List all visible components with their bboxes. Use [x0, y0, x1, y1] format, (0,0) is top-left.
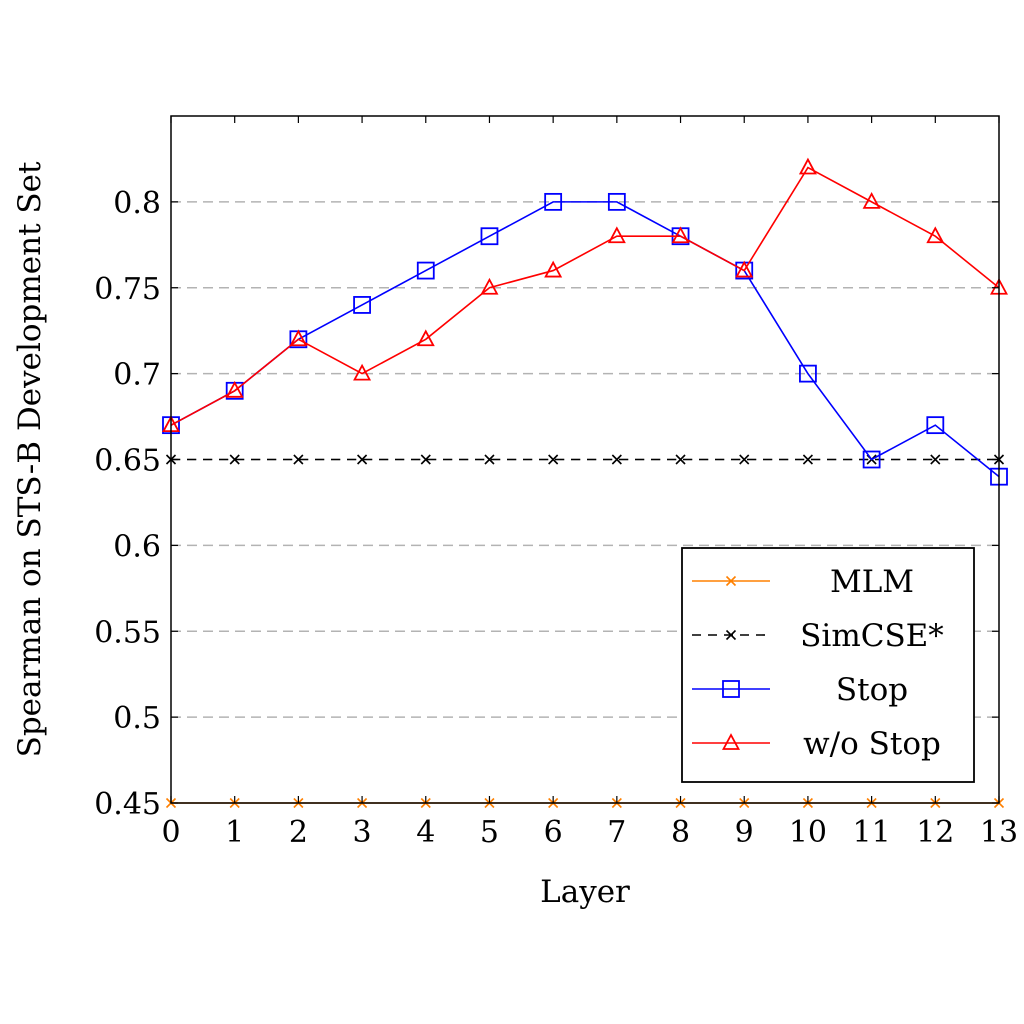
simcse-point [548, 454, 559, 465]
y-tick-label: 0.55 [94, 615, 161, 650]
simcse-point [739, 454, 750, 465]
simcse-point [484, 454, 495, 465]
x-tick-label: 10 [789, 815, 827, 850]
stop-point [480, 227, 499, 246]
stop-point [353, 296, 371, 314]
stop-point [926, 416, 945, 435]
x-tick-label: 13 [980, 815, 1018, 850]
simcse-point [930, 454, 941, 465]
simcse-point [357, 454, 368, 465]
stop-point [799, 364, 817, 383]
w-o-stop-point [862, 191, 881, 209]
w-o-stop-point [671, 226, 690, 244]
stop-point [862, 450, 881, 469]
y-tick-label: 0.65 [94, 444, 161, 479]
stop-point [544, 192, 563, 211]
simcse-point [293, 454, 304, 465]
simcse-point [611, 454, 622, 465]
legend-label-stop: Stop [836, 672, 908, 708]
legend-w-o-stop-point [721, 733, 741, 750]
y-tick-label: 0.7 [113, 358, 161, 393]
stop-line [170, 201, 1000, 478]
x-tick-label: 1 [225, 815, 244, 850]
stop-point [607, 192, 626, 211]
y-tick-label: 0.45 [94, 787, 161, 822]
series-w-o-stop [161, 157, 1009, 433]
legend: MLM SimCSE* Stop w/o Stop [681, 547, 975, 783]
w-o-stop-point [926, 226, 945, 244]
simcse-point [675, 454, 686, 465]
w-o-stop-point [289, 329, 308, 347]
y-tick-label: 0.75 [94, 272, 161, 307]
series-stop [162, 192, 1008, 486]
x-tick-label: 8 [671, 815, 690, 850]
w-o-stop-point [544, 260, 563, 278]
stop-point [416, 261, 435, 280]
y-tick-label: 0.5 [113, 701, 161, 736]
w-o-stop-line [170, 166, 1000, 426]
simcse-point [802, 454, 813, 465]
w-o-stop-point [480, 277, 499, 295]
legend-label-simcse: SimCSE* [800, 618, 944, 654]
x-tick-label: 11 [853, 815, 891, 850]
w-o-stop-point [225, 380, 244, 398]
x-tick-label: 6 [544, 815, 563, 850]
y-axis-title: Spearman on STS-B Development Set [12, 161, 48, 757]
x-axis-title: Layer [540, 874, 630, 910]
w-o-stop-point [798, 157, 817, 175]
x-tick-label: 4 [416, 815, 435, 850]
y-tick-label: 0.8 [113, 186, 161, 221]
axis-ticks: 0 1 2 3 4 5 6 7 8 9 10 11 12 130.450.50.550.60.650.70… [94, 116, 1018, 850]
legend-stop-point [722, 680, 740, 698]
w-o-stop-point [735, 260, 754, 278]
x-tick-label: 9 [735, 815, 754, 850]
legend-label-w-o-stop: w/o Stop [803, 726, 941, 762]
x-tick-label: 5 [480, 815, 499, 850]
x-tick-label: 3 [353, 815, 372, 850]
legend-mlm-point [725, 575, 737, 587]
x-tick-label: 12 [916, 815, 954, 850]
y-tick-label: 0.6 [113, 529, 161, 564]
w-o-stop-point [353, 363, 372, 381]
legend-label-mlm: MLM [830, 564, 914, 600]
x-tick-label: 2 [289, 815, 308, 850]
x-tick-label: 0 [161, 815, 180, 850]
simcse-point [420, 454, 431, 465]
legend-simcse-point [725, 629, 737, 641]
w-o-stop-point [416, 329, 435, 347]
x-tick-label: 7 [607, 815, 626, 850]
simcse-point [229, 454, 240, 465]
w-o-stop-point [607, 226, 626, 244]
